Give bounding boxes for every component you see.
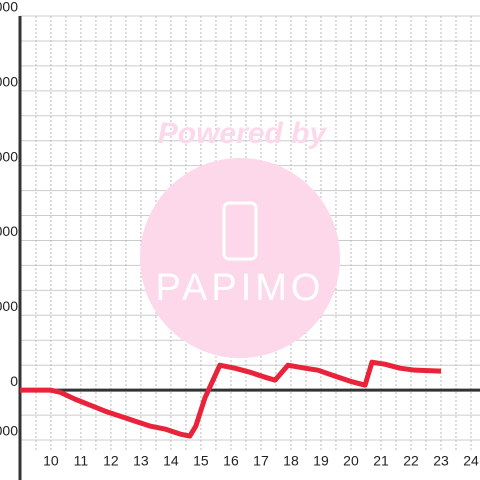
y-tick-label: 0 [10, 373, 18, 389]
x-tick-label: 21 [373, 453, 389, 469]
y-tick-label: -20,000 [0, 423, 18, 439]
watermark-title: Powered by [158, 117, 328, 150]
x-tick-label: 13 [133, 453, 149, 469]
watermark-icon [222, 201, 258, 261]
x-tick-label: 19 [313, 453, 329, 469]
y-tick-label: 90,000 [0, 148, 18, 164]
y-tick-label: 150,000 [0, 0, 18, 15]
watermark-logo: PAPIMO [156, 267, 325, 309]
x-tick-label: 18 [283, 453, 299, 469]
y-tick-label: 30,000 [0, 298, 18, 314]
x-tick-label: 16 [223, 453, 239, 469]
x-tick-label: 11 [74, 453, 89, 469]
y-tick-label: 60,000 [0, 223, 18, 239]
x-tick-label: 15 [193, 453, 209, 469]
x-tick-label: 23 [433, 453, 449, 469]
data-line [20, 359, 442, 439]
x-tick-label: 12 [103, 453, 119, 469]
y-tick-label: 120,000 [0, 74, 18, 90]
x-tick-label: 24 [463, 453, 479, 469]
x-tick-label: 17 [253, 453, 269, 469]
x-tick-label: 22 [403, 453, 419, 469]
x-tick-label: 20 [343, 453, 359, 469]
x-tick-label: 14 [163, 453, 179, 469]
x-tick-label: 10 [43, 453, 59, 469]
